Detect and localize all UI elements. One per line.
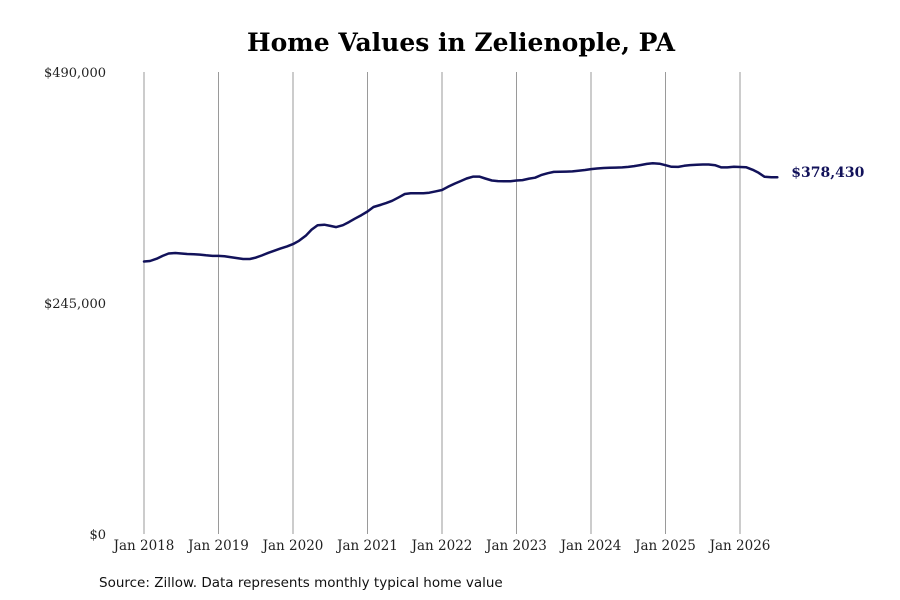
x-tick-label: Jan 2021 <box>335 538 398 554</box>
x-tick-label: Jan 2026 <box>708 538 771 554</box>
x-tick-label: Jan 2022 <box>410 538 473 554</box>
x-tick-label: Jan 2018 <box>112 538 175 554</box>
x-tick-label: Jan 2025 <box>633 538 696 554</box>
y-tick-label: $245,000 <box>44 297 106 312</box>
x-tick-label: Jan 2024 <box>559 538 622 554</box>
x-tick-label: Jan 2023 <box>484 538 547 554</box>
home-value-line <box>142 162 779 263</box>
y-tick-label: $490,000 <box>44 66 106 81</box>
x-tick-label: Jan 2020 <box>261 538 324 554</box>
y-axis-ticks: $0 $245,000 $490,000 <box>44 66 106 543</box>
gridlines <box>143 72 741 534</box>
y-tick-label: $0 <box>89 528 106 543</box>
x-tick-label: Jan 2019 <box>186 538 249 554</box>
latest-value-label: $378,430 <box>791 165 864 181</box>
source-note: Source: Zillow. Data represents monthly … <box>99 575 503 591</box>
x-axis-ticks: Jan 2018 Jan 2019 Jan 2020 Jan 2021 Jan 2022… <box>112 538 771 554</box>
chart-title: Home Values in Zelienople, PA <box>247 28 676 57</box>
series-layer <box>142 162 779 263</box>
